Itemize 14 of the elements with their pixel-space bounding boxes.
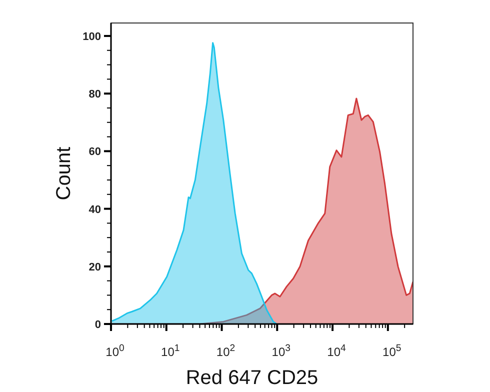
y-tick-label: 20: [88, 261, 101, 274]
y-axis-title: Count: [53, 146, 75, 200]
x-tick-label: 10$^{2}$: [216, 342, 236, 359]
y-tick-label: 0: [94, 319, 101, 331]
y-tick-label: 100: [82, 30, 101, 43]
x-tick-label: 10$^{4}$: [327, 342, 347, 359]
y-tick-label: 40: [88, 204, 101, 216]
y-tick-label: 60: [88, 146, 101, 158]
x-axis-title: Red 647 CD25: [186, 367, 318, 389]
x-tick-label: 10$^{5}$: [382, 342, 402, 359]
x-tick-label: 10$^{3}$: [272, 342, 290, 359]
x-tick-label: 10$^{0}$: [106, 342, 124, 359]
x-tick-label: 10$^{1}$: [161, 342, 180, 359]
y-tick-label: 80: [88, 88, 101, 101]
